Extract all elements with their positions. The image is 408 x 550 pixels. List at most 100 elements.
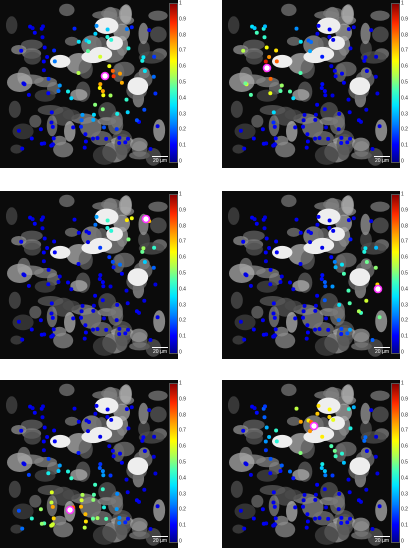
bright-cell: [349, 77, 371, 95]
colorbar-tick-label: 0.4: [179, 286, 186, 293]
roi-dot: [362, 249, 367, 254]
roi-dot: [155, 315, 160, 320]
roi-dot: [115, 302, 120, 307]
cell-body: [351, 342, 372, 351]
roi-dot: [324, 125, 328, 130]
cell-body: [37, 104, 64, 116]
cell-body: [64, 416, 79, 426]
cell-body: [372, 26, 389, 43]
roi-dot: [16, 128, 21, 133]
colorbar-tick-label: 0.9: [179, 396, 186, 403]
roi-dot: [93, 411, 98, 416]
roi-dot: [117, 135, 122, 140]
roi-dot: [46, 91, 51, 96]
cell-body: [330, 495, 346, 515]
roi-dot: [16, 319, 21, 324]
roi-dot: [118, 262, 122, 267]
roi-dot: [39, 332, 44, 337]
scale-bar-label: 20 µm: [153, 538, 167, 544]
roi-dot: [271, 500, 276, 505]
roi-dot: [155, 124, 160, 129]
cell-body: [153, 499, 166, 522]
seed-cell-marker: [100, 71, 110, 81]
roi-dot: [337, 111, 342, 116]
cell-body: [312, 131, 335, 146]
roi-dot: [19, 48, 24, 53]
roi-dot: [41, 250, 46, 255]
roi-dot: [238, 508, 243, 513]
colorbar-tick-label: 0.2: [179, 126, 186, 133]
cell-body: [341, 385, 354, 403]
roi-dot: [263, 439, 268, 444]
colorbar-tick-label: 1: [179, 380, 182, 387]
cell-map: [227, 383, 390, 546]
roi-dot: [52, 428, 57, 433]
cell-body: [98, 293, 117, 312]
roi-dot: [315, 222, 320, 227]
cell-body: [90, 511, 113, 526]
roi-dot: [21, 461, 26, 466]
roi-dot: [107, 255, 112, 260]
cell-body: [92, 525, 117, 545]
cell-body: [59, 383, 75, 397]
roi-dot: [272, 333, 277, 338]
cell-body: [281, 3, 297, 17]
seed-cell-marker: [65, 505, 75, 515]
roi-dot: [262, 226, 267, 231]
roi-dot: [20, 337, 25, 342]
roi-dot: [313, 497, 318, 502]
roi-dot: [98, 273, 103, 278]
roi-dot: [151, 454, 156, 459]
roi-dot: [348, 136, 352, 141]
roi-dot: [274, 439, 279, 444]
cell-body: [284, 300, 302, 311]
roi-dot: [315, 102, 320, 107]
roi-dot: [101, 473, 106, 478]
cell-body: [70, 280, 88, 292]
roi-dot: [26, 283, 31, 288]
roi-dot: [117, 515, 122, 520]
roi-dot: [356, 498, 361, 503]
roi-dot: [329, 255, 334, 260]
roi-dot: [370, 147, 375, 151]
roi-dot: [114, 127, 119, 132]
roi-dot: [268, 76, 273, 81]
roi-dot: [305, 323, 310, 328]
seed-cell-marker: [262, 63, 272, 73]
roi-dot: [327, 27, 332, 32]
image-panel-bottom-left: 20 µm: [0, 380, 178, 548]
cell-body: [12, 503, 34, 520]
roi-dot: [268, 456, 273, 461]
image-panel-middle-left: 20 µm: [0, 191, 178, 359]
roi-dot: [52, 250, 57, 255]
cell-body: [10, 524, 23, 534]
roi-dot: [72, 26, 77, 31]
roi-dot: [38, 127, 43, 132]
roi-dot: [241, 239, 246, 244]
roi-dot: [29, 516, 34, 521]
roi-dot: [313, 308, 318, 313]
cell-body: [229, 452, 255, 473]
roi-dot: [313, 516, 317, 521]
bright-cell: [50, 434, 71, 448]
colorbar-tick-label: 0.5: [179, 270, 186, 277]
cell-body: [11, 424, 27, 435]
roi-dot: [104, 136, 109, 141]
roi-dot: [369, 219, 374, 224]
roi-dot: [332, 259, 337, 264]
roi-dot: [305, 512, 310, 517]
cell-body: [360, 402, 371, 425]
roi-dot: [108, 473, 113, 478]
cell-body: [251, 114, 264, 128]
cell-body: [8, 291, 21, 309]
roi-dot: [271, 311, 276, 316]
roi-dot: [42, 425, 47, 430]
cell-body: [11, 235, 27, 246]
roi-dot: [327, 407, 332, 412]
roi-dot: [80, 303, 85, 308]
roi-dot: [363, 55, 368, 60]
roi-dot: [49, 120, 54, 125]
roi-dot: [320, 434, 325, 439]
roi-dot: [320, 462, 325, 467]
cell-body: [286, 227, 301, 237]
